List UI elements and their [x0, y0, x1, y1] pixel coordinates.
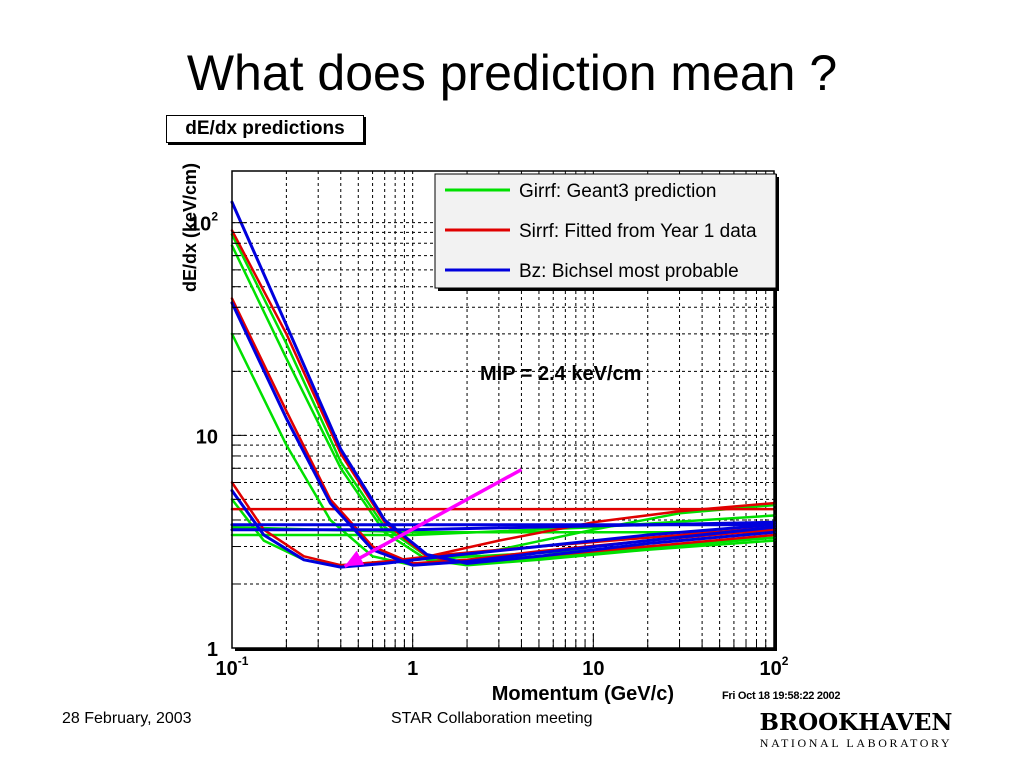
series-line-bichsel: [230, 200, 776, 565]
mip-annotation-label: MIP = 2.4 keV/cm: [480, 363, 641, 385]
footer-date: 28 February, 2003: [62, 710, 192, 727]
y-tick-label: 102: [189, 210, 218, 236]
y-tick-label: 1: [207, 639, 218, 661]
x-tick-label: 102: [760, 654, 789, 680]
x-tick-label: 1: [407, 658, 418, 680]
series-lines: [230, 200, 776, 569]
legend-label-1: Sirrf: Fitted from Year 1 data: [519, 221, 757, 242]
series-line-fitted: [411, 501, 776, 562]
series-line-geant3: [230, 514, 776, 537]
chart-title: dE/dx predictions: [166, 115, 364, 143]
series-line-bichsel: [230, 489, 776, 569]
timestamp: Fri Oct 18 19:58:22 2002: [722, 690, 841, 702]
mip-arrow-shaft: [343, 468, 523, 568]
logo-sub-text: NATIONAL LABORATORY: [759, 736, 953, 750]
tick-marks: [231, 222, 767, 649]
series-line-bichsel: [230, 520, 776, 532]
x-tick-label: 10: [582, 658, 604, 680]
slide-title: What does prediction mean ?: [186, 45, 838, 101]
brookhaven-logo: BROOKHAVEN NATIONAL LABORATORY: [756, 710, 956, 754]
x-axis-label: Momentum (GeV/c): [492, 683, 674, 705]
y-axis-label: dE/dx (keV/cm): [180, 163, 200, 292]
series-line-bichsel: [230, 301, 776, 567]
x-tick-label: 10-1: [216, 654, 249, 680]
series-line-fitted: [230, 481, 776, 567]
plot-frame: [231, 170, 775, 649]
legend-label-2: Bz: Bichsel most probable: [519, 261, 739, 282]
mip-arrow-head: [344, 550, 365, 567]
y-tick-label: 10: [196, 426, 218, 448]
footer-meeting: STAR Collaboration meeting: [391, 710, 593, 727]
logo-main-text: BROOKHAVEN: [759, 709, 953, 736]
legend-label-0: Girrf: Geant3 prediction: [519, 181, 716, 202]
